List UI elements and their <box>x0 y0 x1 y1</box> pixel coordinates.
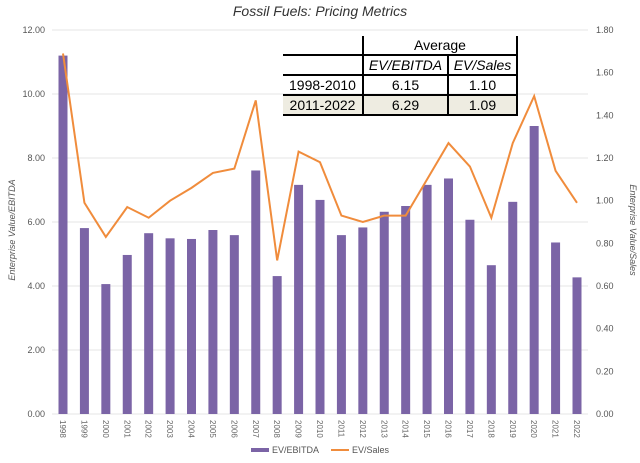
bar-2013 <box>379 211 389 414</box>
table-row: 1998-2010 6.15 1.10 <box>283 75 518 96</box>
y2-tick-label: 0.20 <box>596 366 614 376</box>
x-tick-label: 2006 <box>229 420 238 438</box>
y-tick-label: 6.00 <box>27 217 45 227</box>
legend-item-ev-sales: EV/Sales <box>330 445 389 455</box>
bar-1999 <box>79 228 89 414</box>
legend-item-ev-ebitda: EV/EBITDA <box>250 445 319 455</box>
bar-2001 <box>122 254 132 414</box>
x-tick-label: 2018 <box>486 420 495 438</box>
bar-2019 <box>508 201 518 414</box>
y-tick-label: 2.00 <box>27 345 45 355</box>
table-row: 2011-2022 6.29 1.09 <box>283 95 518 116</box>
bar-2016 <box>444 178 453 414</box>
bar-2022 <box>572 277 582 414</box>
x-tick-label: 2000 <box>101 420 110 438</box>
x-tick-label: 2017 <box>465 420 474 438</box>
bar-2008 <box>272 276 282 414</box>
y-tick-label: 10.00 <box>22 89 45 99</box>
x-tick-label: 2007 <box>251 420 260 438</box>
x-tick-label: 2005 <box>208 420 217 438</box>
averages-table: Average EV/EBITDA EV/Sales 1998-2010 6.1… <box>283 36 518 116</box>
bar-2018 <box>486 265 496 414</box>
x-tick-label: 2002 <box>144 420 153 438</box>
x-tick-label: 2013 <box>379 420 388 438</box>
y2-axis-label: Enterprise Value/Sales <box>628 184 638 276</box>
bar-2003 <box>165 238 175 414</box>
chart-title: Fossil Fuels: Pricing Metrics <box>232 3 408 19</box>
y2-tick-label: 0.60 <box>596 281 614 291</box>
y-tick-label: 0.00 <box>27 409 45 419</box>
y-tick-label: 4.00 <box>27 281 45 291</box>
bar-2006 <box>229 235 239 414</box>
x-tick-label: 2008 <box>272 420 281 438</box>
table-col-ev-sales: EV/Sales <box>447 54 518 76</box>
line-swatch-icon <box>330 449 349 451</box>
x-tick-label: 2012 <box>358 420 367 438</box>
y2-tick-label: 0.00 <box>596 409 614 419</box>
bar-2004 <box>187 238 196 414</box>
x-tick-label: 2014 <box>401 420 410 438</box>
legend: EV/EBITDA EV/Sales <box>0 445 640 455</box>
bar-2011 <box>336 235 346 414</box>
x-tick-label: 2003 <box>165 420 174 438</box>
bar-2014 <box>401 206 411 414</box>
bar-1998 <box>58 55 68 414</box>
x-tick-label: 2011 <box>336 420 345 438</box>
x-tick-label: 1999 <box>79 420 88 438</box>
bar-2015 <box>422 184 432 414</box>
x-tick-label: 2010 <box>315 420 324 438</box>
x-tick-label: 2021 <box>551 420 560 438</box>
bar-2009 <box>294 184 304 414</box>
x-tick-label: 2004 <box>187 420 196 438</box>
y-tick-label: 8.00 <box>27 153 45 163</box>
x-tick-label: 2020 <box>529 420 538 438</box>
y2-tick-label: 1.80 <box>596 25 614 35</box>
bar-2012 <box>358 227 368 414</box>
y2-tick-label: 1.00 <box>596 196 614 206</box>
x-tick-label: 2019 <box>508 420 517 438</box>
y2-tick-label: 1.60 <box>596 68 614 78</box>
x-tick-label: 2015 <box>422 420 431 438</box>
bar-2021 <box>551 242 561 414</box>
y2-tick-label: 0.80 <box>596 238 614 248</box>
x-tick-label: 2001 <box>122 420 131 438</box>
bar-2000 <box>101 284 111 414</box>
y2-tick-label: 1.20 <box>596 153 614 163</box>
bar-2017 <box>465 219 475 414</box>
y-axis-label: Enterprise Value/EBITDA <box>7 179 17 280</box>
table-col-ev-ebitda: EV/EBITDA <box>362 54 448 76</box>
bar-2020 <box>529 126 539 414</box>
x-tick-label: 1998 <box>58 420 67 438</box>
bar-2007 <box>251 170 261 414</box>
y2-tick-label: 1.40 <box>596 110 614 120</box>
x-tick-label: 2022 <box>572 420 581 438</box>
bar-2010 <box>315 199 325 414</box>
table-header-average: Average <box>362 36 518 55</box>
y2-tick-label: 0.40 <box>596 324 614 334</box>
x-tick-label: 2016 <box>444 420 453 438</box>
x-tick-label: 2009 <box>294 420 303 438</box>
bar-2005 <box>208 230 218 414</box>
bar-2002 <box>144 233 154 414</box>
bar-swatch-icon <box>250 448 269 452</box>
y-tick-label: 12.00 <box>22 25 45 35</box>
